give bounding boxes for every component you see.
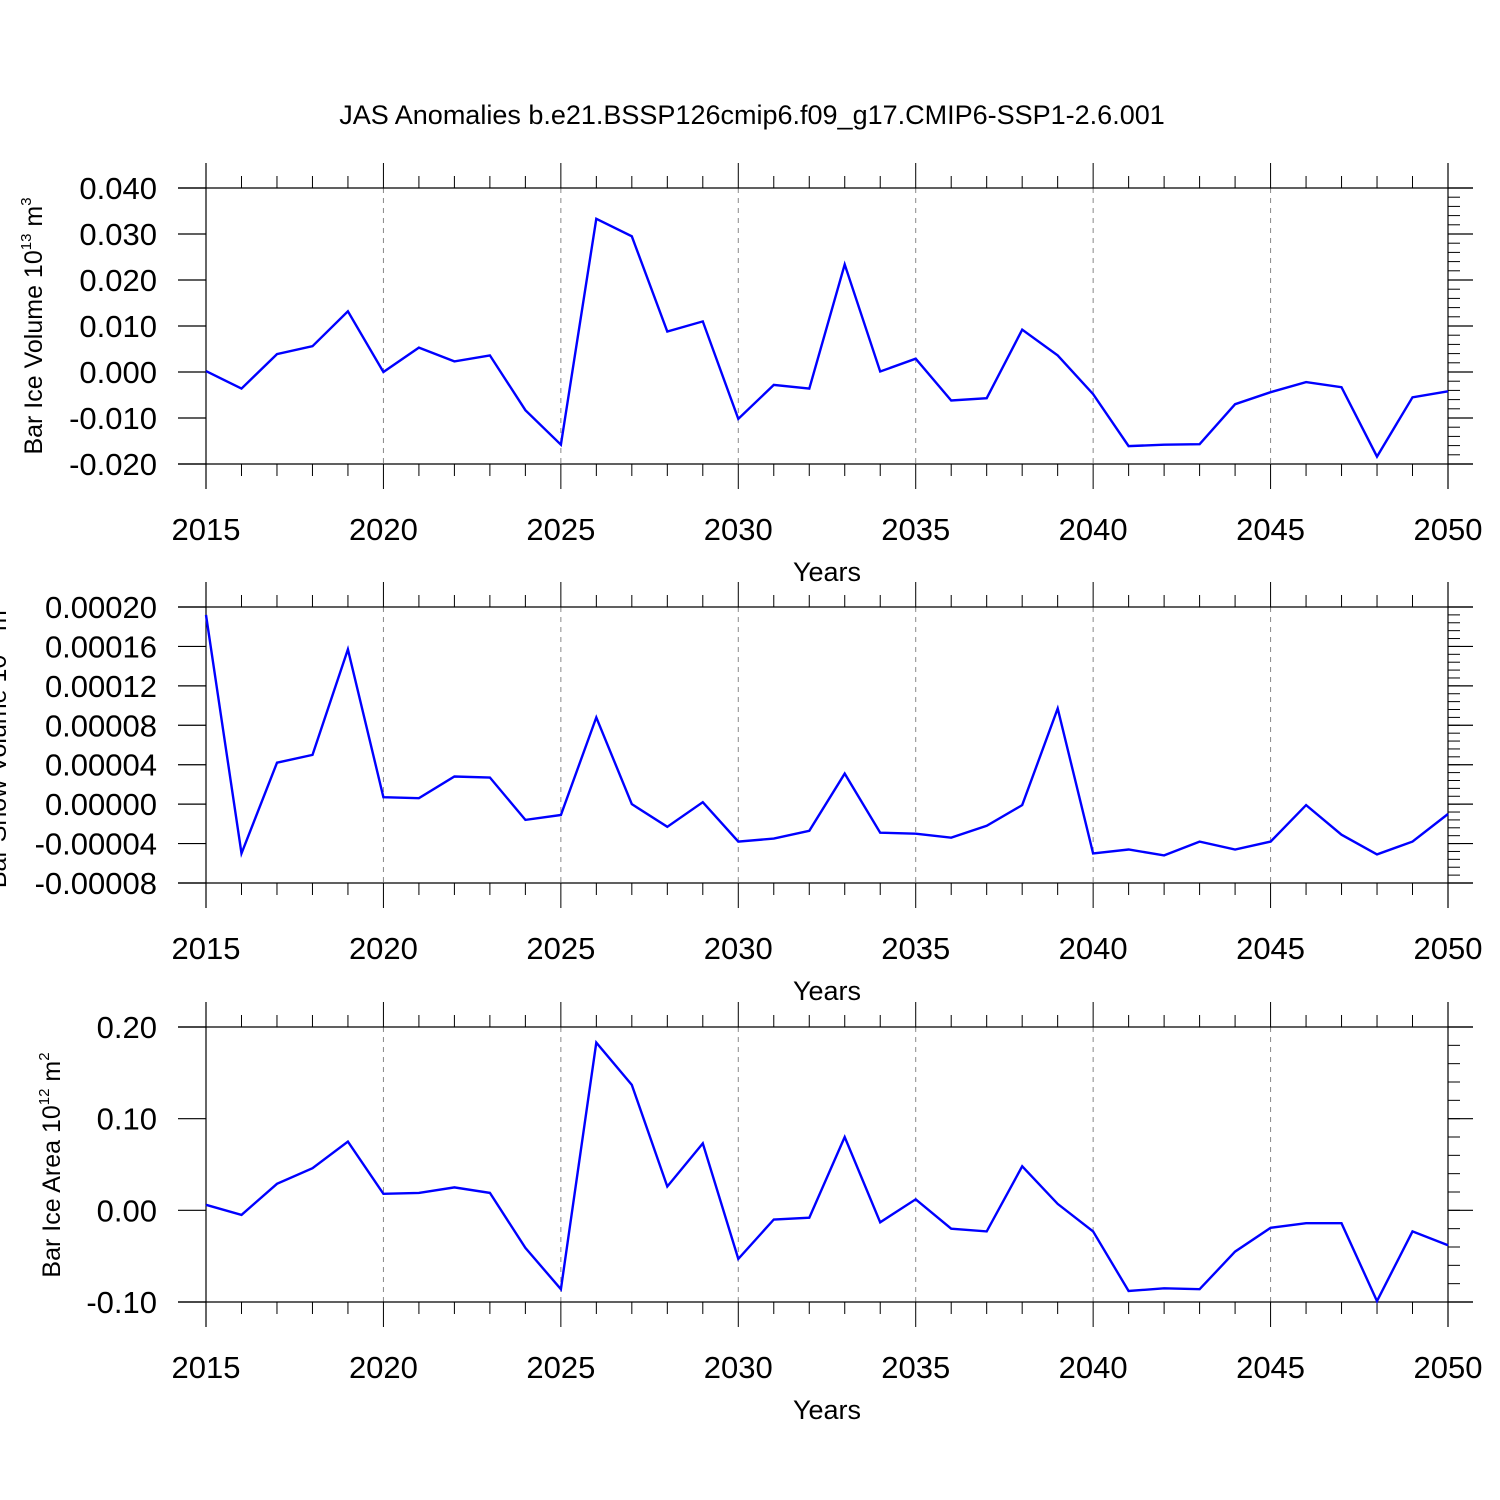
y-tick-label: 0.10	[97, 1102, 157, 1137]
y-axis-label-unit-exp: 2	[36, 1052, 53, 1060]
x-tick-label: 2015	[172, 512, 241, 547]
y-axis-label-text: Bar Ice Area 10	[38, 1105, 66, 1277]
y-tick-label: 0.00000	[45, 787, 157, 822]
y-tick-label: 0.00	[97, 1193, 157, 1228]
y-axis-label-exp: 13	[18, 234, 35, 251]
x-axis-label: Years	[793, 976, 861, 1006]
x-tick-label: 2035	[881, 1350, 950, 1385]
x-tick-label: 2025	[526, 1350, 595, 1385]
y-axis-label-unit: m	[0, 610, 12, 638]
x-axis-label: Years	[793, 557, 861, 587]
y-tick-label: 0.020	[79, 263, 157, 298]
y-axis-label-text: Bar Snow Volume 10	[0, 655, 12, 888]
x-tick-label: 2025	[526, 512, 595, 547]
series-line	[204, 614, 1449, 859]
x-tick-label: 2045	[1236, 1350, 1305, 1385]
x-tick-label: 2040	[1059, 1350, 1128, 1385]
series-line	[205, 1039, 1449, 1304]
x-tick-label: 2050	[1414, 931, 1483, 966]
x-tick-label: 2025	[526, 931, 595, 966]
y-axis-label-unit-exp: 3	[18, 197, 35, 205]
y-axis-label-unit: m	[38, 1061, 66, 1089]
x-tick-label: 2040	[1059, 512, 1128, 547]
y-tick-label: 0.00008	[45, 708, 157, 743]
x-tick-label: 2035	[881, 931, 950, 966]
y-axis-label-exp: 12	[36, 1089, 53, 1106]
x-tick-label: 2020	[349, 512, 418, 547]
x-tick-label: 2030	[704, 1350, 773, 1385]
x-tick-label: 2035	[881, 512, 950, 547]
x-tick-label: 2020	[349, 931, 418, 966]
y-axis-label-text: Bar Ice Volume 10	[20, 250, 48, 454]
x-tick-label: 2015	[172, 1350, 241, 1385]
y-tick-label: 0.00012	[45, 669, 157, 704]
y-tick-label: 0.030	[79, 217, 157, 252]
y-axis-label-unit: m	[20, 206, 48, 234]
x-tick-label: 2050	[1414, 512, 1483, 547]
y-tick-label: 0.000	[79, 355, 157, 390]
y-axis-label: Bar Ice Area 1012 m2	[36, 1052, 66, 1277]
y-tick-label: -0.010	[69, 401, 157, 436]
y-axis-label: Bar Snow Volume 1013 m3	[0, 602, 12, 888]
y-tick-label: -0.00004	[35, 827, 157, 862]
y-tick-label: 0.040	[79, 171, 157, 206]
ice-area-panel: Years Bar Ice Area 1012 m2 2015 2020 2025 2…	[36, 1002, 1482, 1425]
x-tick-label: 2045	[1236, 931, 1305, 966]
y-tick-label: 0.00004	[45, 748, 157, 783]
ice-volume-panel: Years Bar Ice Volume 1013 m3 2015 2020 202…	[18, 163, 1482, 587]
y-tick-label: 0.010	[79, 309, 157, 344]
y-tick-label: -0.10	[86, 1285, 157, 1320]
x-tick-label: 2030	[704, 512, 773, 547]
y-axis-label: Bar Ice Volume 1013 m3	[18, 197, 48, 454]
x-tick-label: 2050	[1414, 1350, 1483, 1385]
x-tick-label: 2020	[349, 1350, 418, 1385]
y-tick-label: -0.00008	[35, 866, 157, 901]
y-tick-label: 0.20	[97, 1010, 157, 1045]
y-tick-label: 0.00016	[45, 629, 157, 664]
x-tick-label: 2030	[704, 931, 773, 966]
y-tick-label: 0.00020	[45, 590, 157, 625]
snow-volume-panel: Years Bar Snow Volume 1013 m3 2015 2020 20…	[0, 582, 1482, 1006]
y-tick-label: -0.020	[69, 447, 157, 482]
x-tick-label: 2045	[1236, 512, 1305, 547]
x-tick-label: 2040	[1059, 931, 1128, 966]
x-axis-label: Years	[793, 1395, 861, 1425]
chart-title: JAS Anomalies b.e21.BSSP126cmip6.f09_g17…	[339, 100, 1165, 130]
x-tick-label: 2015	[172, 931, 241, 966]
series-line	[205, 217, 1449, 460]
